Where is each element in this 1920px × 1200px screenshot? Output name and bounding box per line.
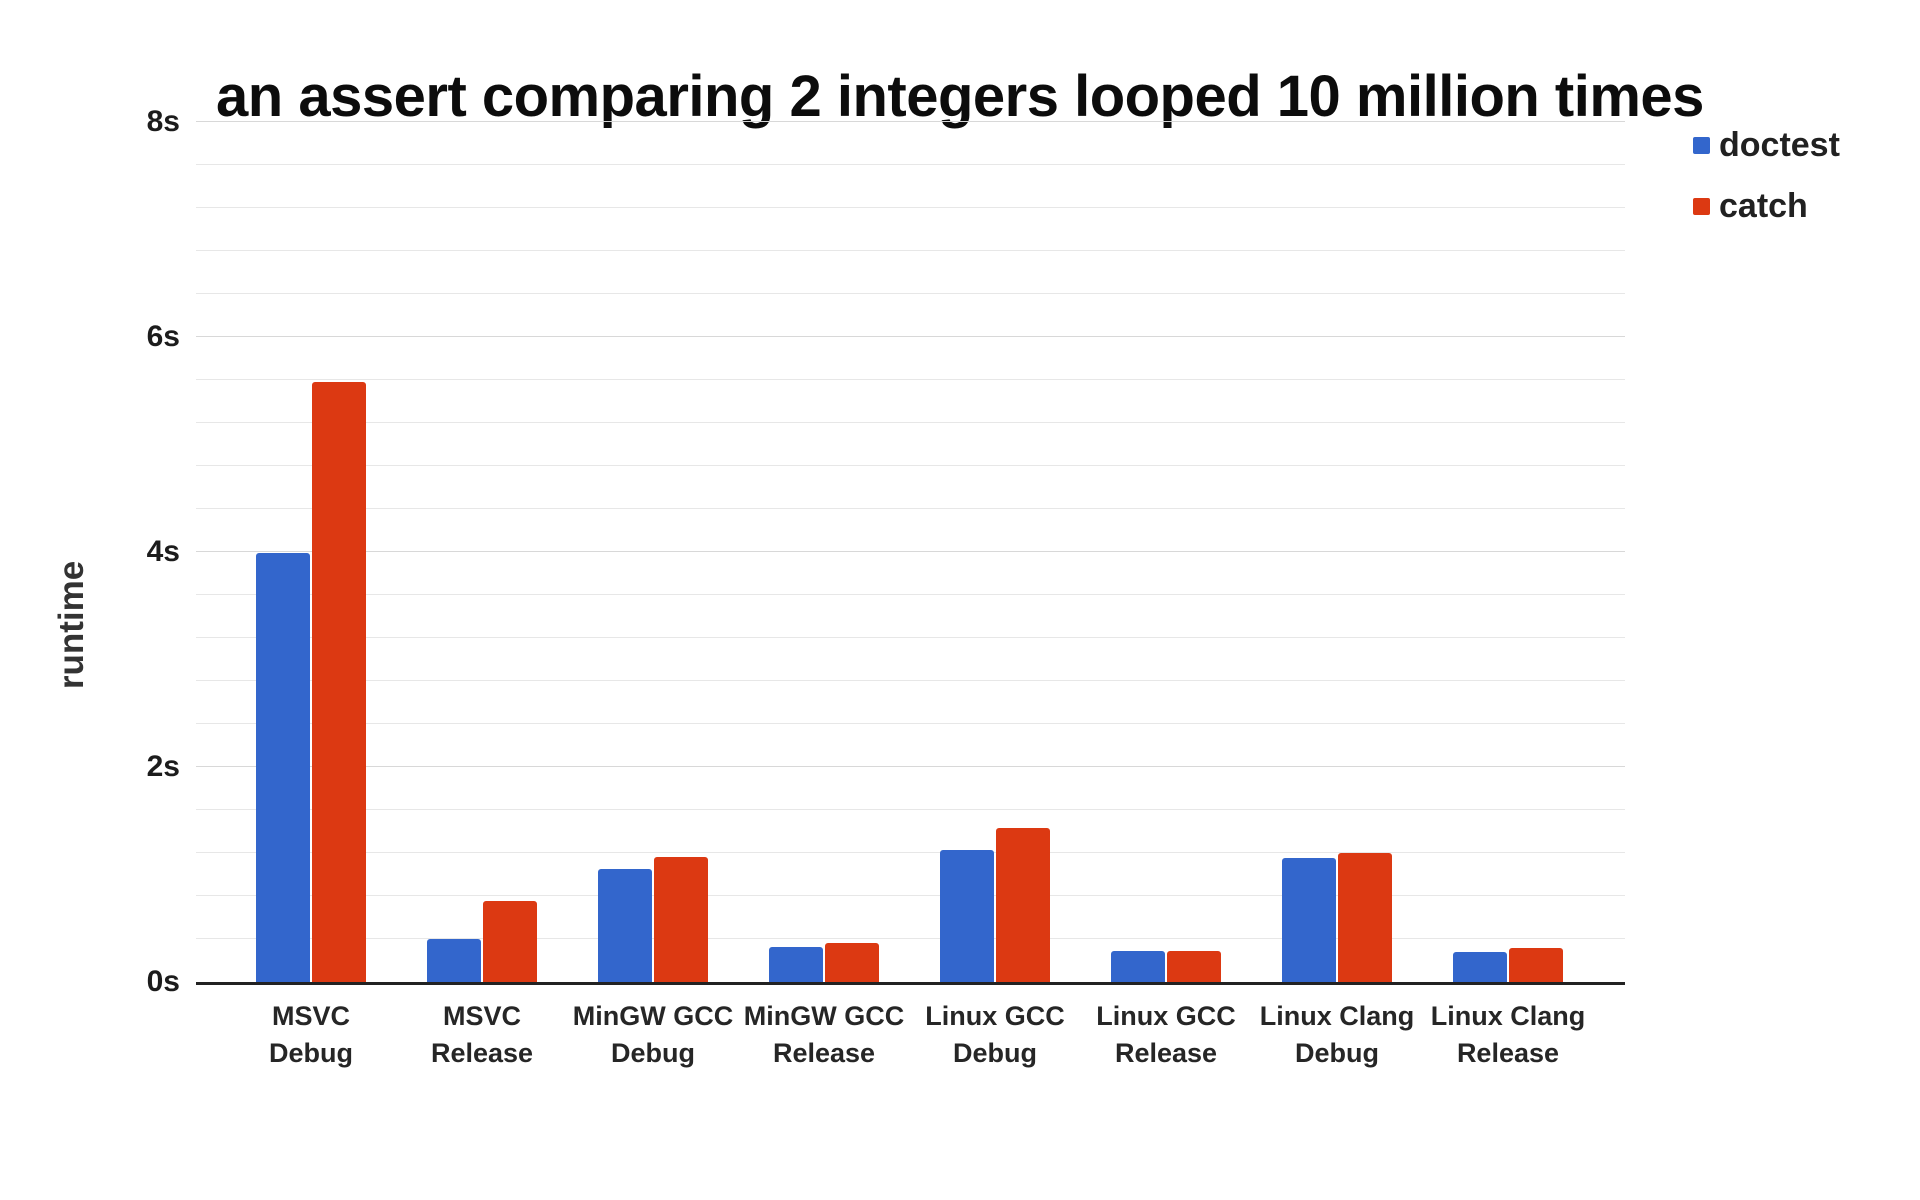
minor-gridline [196,465,1625,466]
x-axis-label: MSVC Release [430,1001,534,1068]
x-axis-label: MinGW GCC Release [743,1001,905,1068]
minor-gridline [196,422,1625,423]
legend-label-catch: catch [1719,187,1808,225]
chart-title: an assert comparing 2 integers looped 10… [216,63,1704,129]
minor-gridline [196,723,1625,724]
x-axis-label: MinGW GCC Debug [572,1001,734,1068]
x-axis-label: Linux GCC Release [1096,1001,1236,1068]
minor-gridline [196,938,1625,939]
x-axis-label: Linux Clang Debug [1259,1001,1415,1068]
minor-gridline [196,293,1625,294]
minor-gridline [196,852,1625,853]
bar-catch-linux-gcc-debug [996,828,1050,982]
legend: doctest catch [1693,128,1840,250]
x-axis-label: MSVC Debug [269,1001,354,1068]
x-axis-label: Linux Clang Release [1430,1001,1586,1068]
minor-gridline [196,680,1625,681]
minor-gridline [196,508,1625,509]
y-tick-label: 4s [146,535,180,568]
bar-catch-mingw-gcc-debug [654,857,709,982]
bar-catch-linux-clang-debug [1337,853,1392,982]
y-tick-label: 0s [146,965,180,998]
x-axis-label: Linux GCC Debug [925,1001,1065,1068]
bar-catch-linux-clang-release [1508,947,1563,982]
legend-swatch-catch [1693,197,1710,215]
major-gridline [196,551,1625,552]
minor-gridline [196,594,1625,595]
bar-catch-msvc-release [483,901,538,982]
bar-catch-linux-gcc-release [1167,950,1221,982]
bar-doctest-msvc-release [427,939,482,982]
legend-entry-catch: catch [1693,189,1840,223]
minor-gridline [196,809,1625,810]
minor-gridline [196,637,1625,638]
major-gridline [196,121,1625,122]
bar-doctest-linux-clang-debug [1281,858,1336,982]
legend-entry-doctest: doctest [1693,128,1840,162]
y-tick-label: 6s [146,320,180,353]
bar-doctest-linux-gcc-release [1111,950,1165,982]
bar-doctest-linux-gcc-debug [940,849,994,982]
major-gridline [196,766,1625,767]
minor-gridline [196,164,1625,165]
legend-swatch-doctest [1693,136,1710,154]
bar-catch-msvc-debug [312,382,367,982]
bar-doctest-linux-clang-release [1452,951,1507,982]
y-axis-title: runtime [52,560,91,690]
minor-gridline [196,895,1625,896]
legend-label-doctest: doctest [1719,126,1840,164]
bar-doctest-msvc-debug [256,553,311,982]
bar-doctest-mingw-gcc-release [769,946,824,982]
y-tick-label: 2s [146,750,180,783]
bar-catch-mingw-gcc-release [825,943,880,982]
major-gridline [196,336,1625,337]
bar-doctest-mingw-gcc-debug [598,869,653,982]
minor-gridline [196,379,1625,380]
minor-gridline [196,207,1625,208]
minor-gridline [196,250,1625,251]
y-tick-label: 8s [146,105,180,138]
plot-area: 0s 2s 4s 6s 8s MSVC Debug MSVC Release MinGW GCC D… [147,105,1625,1068]
